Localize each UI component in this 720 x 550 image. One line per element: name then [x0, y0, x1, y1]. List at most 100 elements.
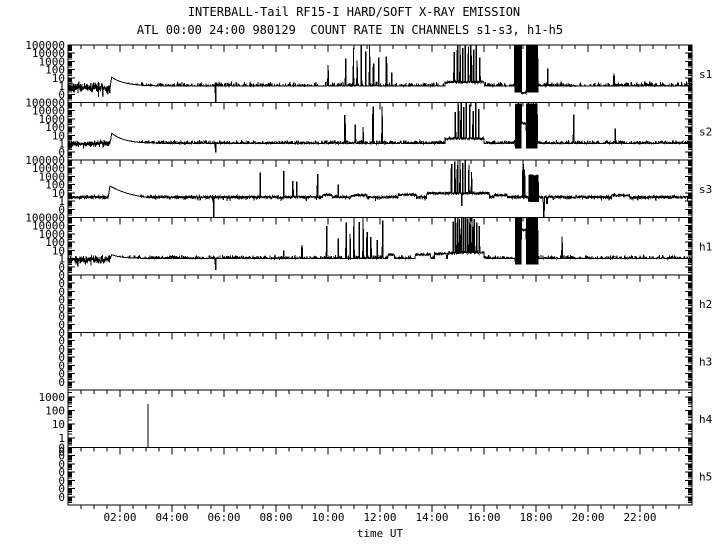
trace-s3: [67, 160, 693, 218]
panel-frame-s3: [67, 159, 693, 218]
x-tick-label: 10:00: [311, 511, 344, 524]
y-tick-label: 0: [58, 376, 65, 389]
panel-frame-h4: [67, 389, 693, 448]
y-tick-label: 0: [58, 277, 65, 290]
y-tick-label: 100000: [25, 39, 65, 52]
y-tick-label: 0: [58, 203, 65, 216]
y-tick-label: 0: [58, 359, 65, 372]
axis-ticks-bottom: [80, 505, 680, 512]
y-tick-label: 1000: [39, 228, 66, 241]
y-tick-label: 100000: [25, 97, 65, 110]
y-tick-label: 0: [58, 474, 65, 487]
y-tick-label: 0: [58, 88, 65, 101]
y-tick-label: 0: [58, 327, 65, 340]
x-tick-label: 12:00: [363, 511, 396, 524]
trace-s2: [67, 102, 693, 153]
x-tick-label: 08:00: [259, 511, 292, 524]
y-tick-label: 10000: [32, 162, 65, 175]
y-tick-label: 0: [58, 483, 65, 496]
y-tick-label: 10000: [32, 220, 65, 233]
y-tick-label: 0: [58, 318, 65, 331]
y-tick-label: 0: [58, 450, 65, 463]
panel-label-h2: h2: [699, 298, 712, 311]
panel-frame-h2: [67, 274, 693, 333]
x-tick-label: 22:00: [623, 511, 656, 524]
tick-marks-s2: [68, 102, 692, 161]
y-tick-label: 100: [45, 179, 65, 192]
y-tick-label: 0: [58, 442, 65, 455]
y-tick-label: 0: [58, 343, 65, 356]
y-tick-label: 10000: [32, 105, 65, 118]
y-tick-label: 0: [58, 261, 65, 274]
y-tick-label: 0: [58, 146, 65, 159]
y-tick-label: 0: [58, 458, 65, 471]
y-tick-label: 0: [58, 285, 65, 298]
panel-label-h1: h1: [699, 240, 712, 253]
panel-frame-h5: [67, 447, 693, 506]
y-tick-label: 10: [52, 244, 65, 257]
y-tick-label: 1000: [39, 113, 66, 126]
y-tick-label: 10: [52, 187, 65, 200]
x-axis-title: time UT: [357, 527, 404, 540]
plot-area: 1000001000010001001010s11000001000010001…: [25, 39, 712, 524]
panel-frame-s1: [67, 44, 693, 103]
y-tick-label: 0: [58, 294, 65, 307]
y-tick-label: 100: [45, 236, 65, 249]
y-tick-label: 1000: [39, 170, 66, 183]
y-tick-label: 10: [52, 418, 65, 431]
y-tick-label: 10000: [32, 47, 65, 60]
y-tick-label: 0: [58, 491, 65, 504]
panel-frame-h1: [67, 217, 693, 276]
trace-s1: [67, 45, 693, 103]
panel-label-h3: h3: [699, 355, 712, 368]
y-tick-label: 1000: [39, 55, 66, 68]
tick-marks-h1: [68, 217, 692, 276]
y-tick-label: 100: [45, 64, 65, 77]
y-tick-label: 1: [58, 138, 65, 151]
y-tick-label: 100000: [25, 212, 65, 225]
trace-h1: [67, 217, 693, 270]
y-tick-label: 0: [58, 269, 65, 282]
panel-label-s2: s2: [699, 125, 712, 138]
tick-marks-h4: [68, 390, 692, 446]
y-tick-label: 100: [45, 121, 65, 134]
y-tick-label: 0: [58, 446, 65, 459]
panel-frame-h3: [67, 332, 693, 391]
y-tick-label: 10: [52, 129, 65, 142]
x-tick-label: 14:00: [415, 511, 448, 524]
chart-subtitle: ATL 00:00 24:00 980129 COUNT RATE IN CHA…: [137, 23, 563, 37]
y-tick-label: 0: [58, 302, 65, 315]
y-tick-label: 10: [52, 72, 65, 85]
x-tick-label: 16:00: [467, 511, 500, 524]
tick-marks-h3: [68, 332, 692, 391]
panel-label-h4: h4: [699, 413, 713, 426]
y-tick-label: 0: [58, 368, 65, 381]
panel-frame-s2: [67, 102, 693, 161]
y-tick-label: 1: [58, 80, 65, 93]
page-title: INTERBALL-Tail RF15-I HARD/SOFT X-RAY EM…: [188, 5, 520, 19]
tick-marks-s3: [68, 159, 692, 218]
x-tick-label: 04:00: [155, 511, 188, 524]
y-tick-label: 0: [58, 351, 65, 364]
y-tick-label: 1000: [39, 391, 66, 404]
tick-marks-s1: [68, 44, 692, 103]
y-tick-label: 0: [58, 335, 65, 348]
tick-marks-h2: [68, 274, 692, 333]
y-tick-label: 0: [58, 310, 65, 323]
x-tick-label: 20:00: [571, 511, 604, 524]
y-tick-label: 0: [58, 466, 65, 479]
x-tick-label: 02:00: [103, 511, 136, 524]
y-tick-label: 1: [58, 253, 65, 266]
y-tick-label: 1: [58, 432, 65, 445]
y-tick-label: 100000: [25, 154, 65, 167]
panel-label-s3: s3: [699, 183, 712, 196]
x-tick-label: 06:00: [207, 511, 240, 524]
y-tick-label: 100: [45, 405, 65, 418]
panel-label-s1: s1: [699, 68, 712, 81]
panel-label-h5: h5: [699, 470, 712, 483]
x-tick-label: 18:00: [519, 511, 552, 524]
y-tick-label: 1: [58, 195, 65, 208]
tick-marks-h5: [68, 447, 692, 506]
